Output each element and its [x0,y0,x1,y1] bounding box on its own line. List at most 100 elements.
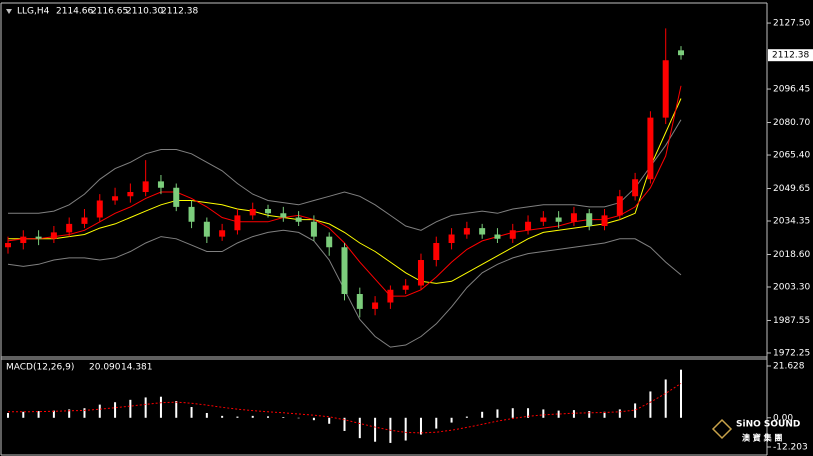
macd-bar [190,407,193,418]
macd-bar [527,408,530,418]
candle-body [662,60,669,118]
macd-bar [144,397,147,418]
macd-bar [618,409,621,418]
y-tick-label: 2018.60 [773,250,810,260]
macd-bar [435,417,438,429]
header-high: 2116.65 [91,7,128,17]
macd-label: MACD(12,26,9) [6,363,74,373]
candle-body [525,221,532,231]
macd-bar [68,409,71,418]
candle-body [479,228,486,235]
overlay-line [8,119,682,231]
candle-body [356,294,363,309]
candle-body [249,209,256,216]
candle-body [372,302,379,309]
candle-body [265,209,272,214]
candle-body [81,217,88,224]
macd-bar [496,409,499,418]
candle-body [417,260,424,286]
candle-body [127,192,134,197]
y-tick-label: 1987.55 [773,316,810,326]
brand-name: SiNO SOUND [736,420,800,430]
macd-bar [251,415,254,418]
y-tick-label: 2034.35 [773,217,810,227]
candle-body [494,234,501,239]
menu-icon[interactable] [6,9,12,14]
macd-bar [7,412,9,418]
candle-body [647,117,654,180]
candle-body [112,196,119,201]
candle-body [616,196,623,216]
candle-body [219,230,226,237]
macd-bar [542,409,545,418]
macd-bar [52,410,55,418]
header-low: 2110.30 [126,7,163,17]
macd-y-tick-label: -12.203 [773,443,808,453]
candle-body [632,179,639,197]
candle-body [678,50,684,56]
overlay-line [7,85,682,297]
candle-body [96,200,103,218]
macd-bar [37,411,40,418]
macd-bar [634,403,637,418]
candle-body [586,213,593,227]
macd-bar [205,412,208,418]
macd-bar [236,416,239,418]
candle-body [50,232,57,239]
candle-body [540,217,547,222]
candle-body [509,230,516,239]
macd-bar [114,402,117,418]
macd-bar [511,408,514,418]
macd-bar [450,417,453,423]
candle-body [66,223,73,233]
candle-body [203,221,210,237]
macd-bar [297,417,300,419]
macd-bar [159,396,162,418]
macd-bar [481,411,484,418]
candle-body [555,217,562,222]
overlay-line [8,98,682,284]
macd-bar [358,417,361,439]
candle-body [234,215,241,231]
macd-y-tick-label: 0.00 [773,413,793,423]
macd-bar [404,417,407,441]
candle-body [295,217,302,222]
current-price-box [768,49,813,62]
candle-body [5,243,11,248]
macd-bar [374,417,377,442]
signal-value: 14.381 [121,363,153,373]
macd-bar [572,410,575,418]
brand-chinese: 澳 寶 集 團 [742,433,782,443]
candle-body [20,236,27,244]
macd-bar [129,399,132,418]
macd-bar [557,410,560,418]
y-tick-label: 2003.30 [773,282,810,292]
logo-icon [711,418,733,440]
symbol-label: LLG,H4 [17,7,50,17]
watermark: SiNO SOUND 澳 寶 集 團 [711,418,800,443]
y-tick-label: 2080.70 [773,118,810,128]
y-tick-label: 2065.40 [773,151,810,161]
macd-bar [649,391,652,418]
candle-body [601,215,608,227]
candle-body [142,181,149,193]
candle-body [157,181,164,188]
macd-bar [267,416,270,418]
macd-y-tick-label: 21.628 [773,362,805,372]
macd-bar [175,401,178,418]
macd-bar [419,417,422,435]
y-tick-label: 2096.45 [773,85,810,95]
header-close: 2112.38 [161,7,198,17]
macd-bar [22,411,25,418]
candle-body [280,213,287,218]
candle-body [463,228,470,235]
macd-bar [98,404,101,418]
macd-bar [328,417,331,424]
candle-body [188,206,195,222]
candle-body [35,236,42,239]
macd-bar [664,379,667,418]
macd-bar [588,411,591,418]
candle-body [433,243,440,261]
